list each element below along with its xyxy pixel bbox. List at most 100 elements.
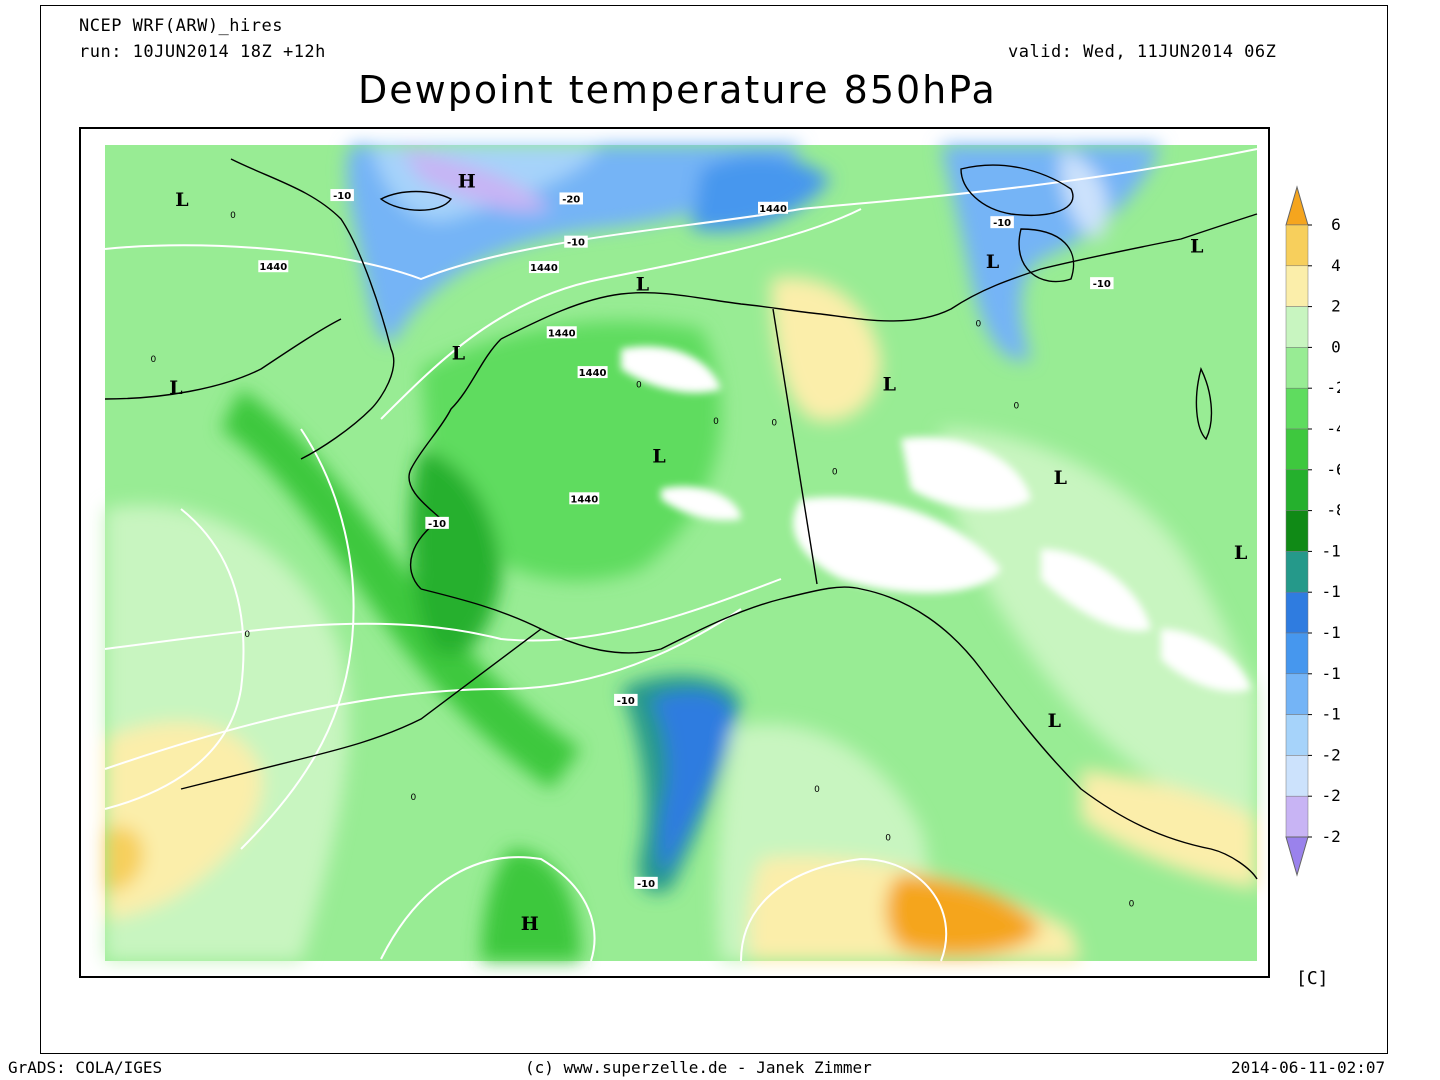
alaska-canada-border	[772, 308, 818, 585]
colorbar-segment	[1285, 428, 1309, 471]
geopotential-line-6	[740, 857, 948, 962]
contour-label: -10	[564, 235, 588, 249]
contour-label: -10	[330, 189, 354, 202]
colorbar-unit: [C]	[1296, 968, 1329, 989]
low-pressure-center: L	[169, 377, 182, 399]
colorbar-segment	[1285, 387, 1309, 430]
low-pressure-center: L	[1054, 467, 1067, 489]
contour-label: -10	[990, 216, 1014, 229]
contour-label: 1440	[569, 492, 600, 505]
yukon-yellow	[771, 277, 881, 422]
svg-text:1440: 1440	[548, 328, 576, 339]
model-label: NCEP WRF(ARW)_hires	[79, 16, 283, 36]
contour-label: -20	[559, 192, 583, 205]
svg-text:1440: 1440	[759, 204, 787, 215]
zero-isotherm-label: 0	[713, 417, 719, 427]
svg-text:-10: -10	[637, 879, 655, 890]
figure-frame	[40, 5, 1388, 1054]
colorbar-segment	[1285, 755, 1309, 797]
colorbar-label: 6	[1331, 215, 1340, 234]
colorbar-bottom-arrow	[1285, 836, 1309, 877]
colorbar-segment	[1285, 306, 1309, 348]
svg-text:-10: -10	[333, 191, 351, 202]
contour-label: -10	[634, 876, 658, 890]
colorbar-label: -16	[1322, 664, 1340, 683]
dewpoint-map: L H L L L L L L L L L L H -10 -20 1440 -10 1440 1440 -10 -1…	[79, 127, 1270, 978]
bristol-darkgreen	[410, 449, 501, 656]
hudson-lake	[1195, 367, 1213, 441]
colorbar-segment	[1285, 632, 1309, 675]
svg-text:1440: 1440	[570, 494, 598, 505]
zero-isotherm-label: 0	[410, 793, 416, 803]
colorbar-segment	[1285, 551, 1309, 593]
footer-credit: (c) www.superzelle.de - Janek Zimmer	[525, 1058, 872, 1077]
colorbar-segment	[1285, 795, 1309, 838]
colorbar-label: -4	[1326, 419, 1340, 438]
svg-text:-10: -10	[567, 238, 585, 249]
colorbar-segment	[1285, 673, 1309, 715]
arctic-violet	[401, 149, 551, 212]
wrangel-island	[379, 190, 453, 211]
valid-time-label: valid: Wed, 11JUN2014 06Z	[1008, 42, 1277, 62]
se-orange	[886, 874, 1041, 956]
run-label: run: 10JUN2014 18Z +12h	[79, 42, 326, 62]
colorbar-label: 2	[1331, 297, 1340, 316]
contour-label: -10	[425, 516, 449, 530]
geopotential-line-3	[104, 578, 782, 650]
low-pressure-center: L	[452, 342, 465, 364]
banks-island	[1018, 228, 1075, 283]
svg-text:1440: 1440	[259, 262, 287, 273]
colorbar-label: 4	[1331, 256, 1340, 275]
colorbar-label: 0	[1331, 337, 1340, 356]
beaufort-blue	[691, 155, 831, 232]
contour-label: 1440	[258, 260, 289, 273]
colorbar-segment	[1285, 224, 1309, 267]
colorbar-label: -10	[1322, 541, 1340, 560]
svg-text:-10: -10	[617, 696, 635, 707]
colorbar-label: -22	[1322, 786, 1340, 805]
zero-isotherm-label: 0	[230, 211, 236, 221]
contour-label: 1440	[758, 201, 789, 215]
sw-orange-patch	[105, 826, 144, 892]
alaska-peninsula	[420, 586, 862, 654]
zero-isotherm-label: 0	[771, 418, 777, 428]
zero-isotherm-label: 0	[885, 833, 891, 843]
svg-text:-10: -10	[1093, 279, 1111, 290]
map-title: Dewpoint temperature 850hPa	[358, 68, 997, 112]
low-pressure-center: L	[1048, 710, 1061, 732]
zero-isotherm-label: 0	[814, 785, 820, 795]
colorbar-label: -12	[1322, 582, 1340, 601]
footer-timestamp: 2014-06-11-02:07	[1231, 1058, 1386, 1077]
svg-text:-20: -20	[562, 194, 580, 205]
south-darkgreen	[481, 849, 581, 961]
svg-text:-10: -10	[428, 519, 446, 530]
colorbar-segment	[1285, 347, 1309, 389]
low-pressure-center: L	[1190, 236, 1203, 258]
contour-label: -10	[614, 693, 638, 707]
zero-isotherm-label: 0	[976, 319, 982, 329]
svg-text:-10: -10	[993, 218, 1011, 229]
colorbar-label: -8	[1326, 501, 1340, 520]
colorbar-label: -6	[1326, 460, 1340, 479]
geopotential-line-4	[104, 608, 742, 770]
colorbar-segment	[1285, 265, 1309, 307]
zero-isotherm-label: 0	[1013, 402, 1019, 412]
colorbar-label: -2	[1326, 378, 1340, 397]
contour-label: -10	[1090, 277, 1114, 290]
high-pressure-center: H	[458, 170, 476, 192]
colorbar: 6 4 2 0 -2 -4 -6 -8 -10 -12 -14 -16 -18 -20 -22 -24	[1280, 185, 1350, 885]
geopotential-line-1	[104, 148, 1258, 281]
sw-yellow-patch	[105, 722, 263, 919]
bc-coast	[860, 588, 1258, 880]
zero-isotherm-1	[104, 508, 245, 810]
geopotential-line-2	[380, 208, 862, 420]
canada-light	[941, 429, 1257, 829]
zero-isotherm-label: 0	[1129, 900, 1135, 910]
svg-text:1440: 1440	[530, 263, 558, 274]
high-pressure-center: H	[521, 913, 539, 935]
low-pressure-center: L	[883, 374, 896, 396]
colorbar-segment	[1285, 510, 1309, 552]
canada-arctic-coast	[820, 213, 1258, 322]
low-pressure-center: L	[175, 189, 188, 211]
alaska-green	[421, 321, 721, 581]
